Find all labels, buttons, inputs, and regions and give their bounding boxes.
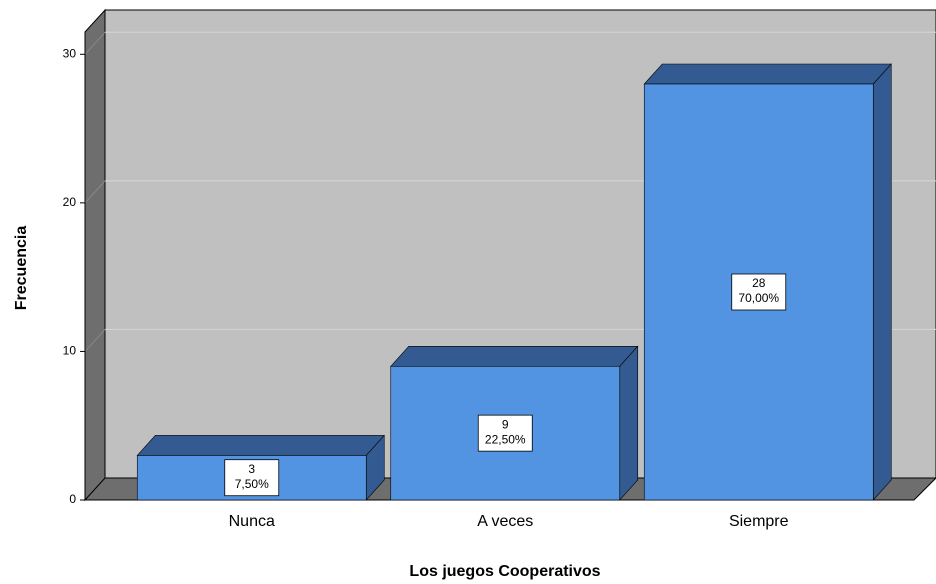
y-tick-label: 30	[63, 46, 77, 60]
bar-top	[136, 435, 385, 456]
bar-top	[643, 63, 892, 85]
data-label-box	[477, 414, 533, 452]
grid-line-side	[84, 329, 106, 352]
data-label-box	[731, 273, 787, 311]
x-tick-label: A veces	[477, 513, 533, 530]
bar-side	[619, 345, 639, 501]
data-label: 28	[752, 276, 766, 290]
x-axis-title: Los juegos Cooperativos	[409, 563, 600, 580]
data-label-percent: 22,50%	[485, 432, 526, 446]
y-tick-label: 10	[63, 344, 77, 358]
y-tick-label: 20	[63, 195, 77, 209]
grid-line-side	[84, 180, 106, 204]
grid-line-side	[84, 31, 106, 55]
bar-side	[872, 63, 892, 501]
y-axis-title: Frecuencia	[13, 226, 30, 311]
data-label: 3	[248, 462, 255, 476]
left-wall	[84, 8, 106, 502]
data-label: 9	[502, 417, 509, 431]
x-tick-label: Nunca	[229, 513, 275, 530]
bar-top	[390, 345, 639, 367]
x-tick-label: Siempre	[729, 513, 789, 530]
data-label-percent: 70,00%	[738, 291, 779, 305]
y-tick-label: 0	[69, 492, 76, 506]
data-label-box	[224, 459, 280, 497]
data-label-percent: 7,50%	[235, 477, 269, 491]
